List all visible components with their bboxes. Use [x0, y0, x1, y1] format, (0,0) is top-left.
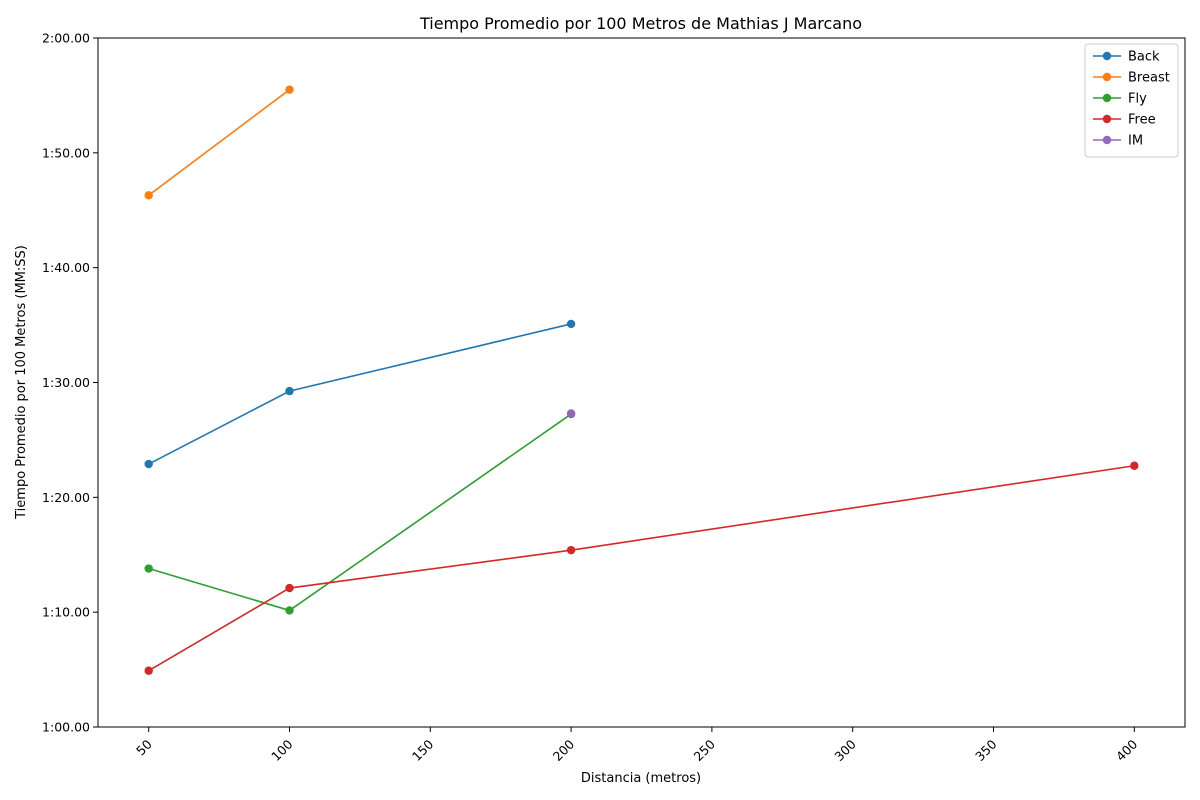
y-tick-label: 1:20.00 [42, 490, 90, 505]
legend-swatch-marker [1102, 114, 1112, 124]
legend: Back Breast Fly Free IM [1084, 43, 1179, 158]
data-point [285, 606, 294, 615]
data-point [285, 386, 294, 396]
legend-item-im: IM [1093, 134, 1143, 149]
legend-swatch-marker [1102, 72, 1112, 82]
data-point [285, 85, 294, 94]
legend-swatch-marker [1102, 51, 1112, 61]
data-point [566, 409, 576, 418]
legend-swatch-marker [1102, 93, 1112, 103]
legend-item-free: Free [1093, 113, 1156, 128]
data-point [144, 191, 153, 200]
y-axis-label: Tiempo Promedio por 100 Metros (MM:SS) [14, 245, 29, 520]
series-layer [144, 85, 1139, 675]
legend-label: Fly [1128, 92, 1147, 107]
legend-item-back: Back [1093, 50, 1160, 65]
y-tick-label: 1:10.00 [42, 605, 90, 620]
legend-item-fly: Fly [1093, 92, 1147, 107]
data-point [285, 583, 294, 593]
series-free [144, 461, 1139, 675]
legend-box [1084, 43, 1179, 158]
y-tick-label: 1:00.00 [42, 720, 90, 735]
y-tick-label: 2:00.00 [42, 31, 90, 46]
series-line-breast [148, 89, 290, 196]
y-tick-label: 1:50.00 [42, 145, 90, 160]
y-tick-label: 1:40.00 [42, 260, 90, 275]
data-point [144, 564, 153, 573]
x-axis-label: Distancia (metros) [581, 771, 701, 786]
series-back [144, 319, 576, 469]
legend-item-breast: Breast [1093, 71, 1170, 86]
y-tick-label: 1:30.00 [42, 375, 90, 390]
data-point [566, 545, 576, 555]
data-point [144, 666, 153, 675]
legend-swatch-marker [1102, 135, 1112, 145]
series-line-free [148, 464, 1135, 672]
legend-label: Back [1128, 50, 1160, 65]
y-axis: 1:00.00 1:10.00 1:20.00 1:30.00 1:40.00 1:50.… [42, 31, 98, 735]
data-point [144, 459, 153, 469]
legend-label: IM [1128, 134, 1143, 149]
data-point [1130, 461, 1139, 470]
data-point [566, 319, 576, 329]
legend-label: Free [1128, 113, 1156, 128]
chart-title: Tiempo Promedio por 100 Metros de Mathia… [419, 14, 862, 33]
series-im [566, 409, 576, 418]
legend-label: Breast [1128, 71, 1170, 86]
series-breast [144, 85, 294, 200]
